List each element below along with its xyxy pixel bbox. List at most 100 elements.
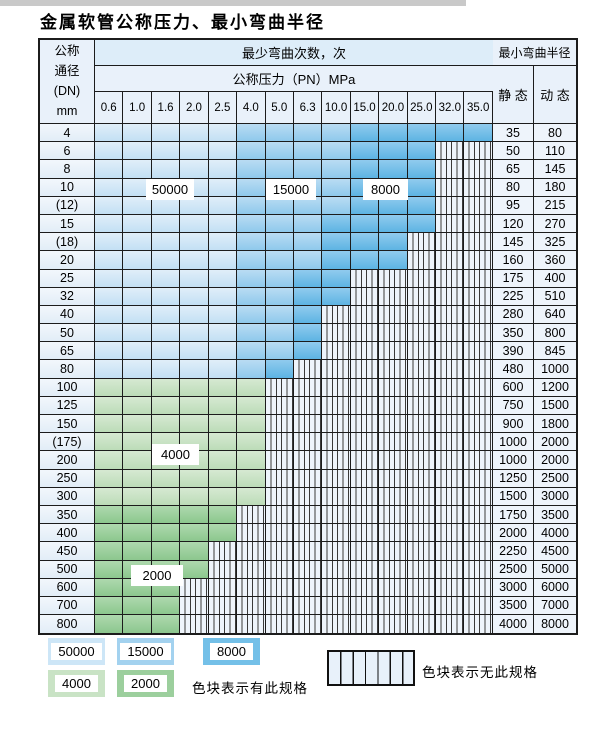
dn-cell: 200 [40,451,95,470]
spec-cell-2000 [151,596,181,616]
header-static-label: 静 态 [493,66,534,123]
dynamic-radius-cell: 145 [534,160,576,179]
spec-cell-no-spec [379,560,408,579]
spec-cell-no-spec [436,524,465,543]
spec-cell-8000 [379,124,408,143]
spec-cells [95,469,493,488]
spec-cell-4000 [95,415,124,434]
spec-cell-15000 [237,214,266,234]
static-radius-cell: 1750 [493,505,534,525]
spec-cell-2000 [151,542,181,561]
spec-cell-no-spec [464,560,493,579]
dynamic-radius-cell: 5000 [534,560,576,579]
spec-cell-8000 [293,269,323,288]
spec-cell-8000 [379,142,408,161]
spec-cell-no-spec [464,360,493,379]
spec-cell-no-spec [379,415,408,434]
static-radius-cell: 3500 [493,596,534,616]
spec-cell-no-spec [407,542,437,561]
spec-cell-no-spec [350,342,380,361]
header-dn: 公称 通径 (DN) mm [40,40,95,123]
spec-cell-no-spec [322,415,351,434]
spec-cell-2000 [151,524,181,543]
spec-cell-2000 [95,524,124,543]
spec-cell-4000 [123,487,152,506]
spec-cell-no-spec [322,505,351,525]
spec-cell-15000 [265,342,294,361]
spec-cell-15000 [237,196,266,215]
spec-cell-2000 [95,578,124,597]
spec-cell-50000 [208,251,238,270]
dn-cell: 40 [40,305,95,325]
spec-cell-no-spec [407,324,437,343]
spec-cell-no-spec [379,615,408,634]
spec-cell-8000 [350,233,380,252]
header-dynamic-label: 动 态 [540,88,570,103]
spec-cell-50000 [180,214,209,234]
spec-cell-8000 [350,214,380,234]
spec-cell-15000 [237,287,266,306]
spec-cell-no-spec [379,324,408,343]
spec-cell-50000 [123,305,152,325]
dn-cell: 800 [40,615,95,634]
table-row: 450 2250 4500 [40,542,576,561]
spec-cell-no-spec [293,396,323,415]
spec-cell-15000 [265,269,294,288]
spec-cell-15000 [322,160,351,179]
spec-cell-no-spec [464,505,493,525]
cycle-count-label: 2000 [131,565,183,586]
spec-cell-50000 [180,287,209,306]
spec-cell-no-spec [322,578,351,597]
spec-cell-2000 [151,615,181,634]
spec-cell-no-spec [293,615,323,634]
spec-cell-no-spec [407,287,437,306]
spec-cell-no-spec [293,378,323,397]
table-row: 400 2000 4000 [40,524,576,543]
header-dn-line: 公称 [54,44,80,58]
spec-cell-50000 [208,142,238,161]
dn-cell: 350 [40,505,95,525]
spec-cell-no-spec [293,451,323,470]
spec-cell-2000 [208,524,238,543]
spec-cell-4000 [237,396,266,415]
spec-cell-4000 [151,487,181,506]
spec-cell-no-spec [464,396,493,415]
spec-cell-no-spec [436,505,465,525]
spec-cell-15000 [237,342,266,361]
spec-cell-no-spec [407,596,437,616]
spec-cell-50000 [151,342,181,361]
spec-cell-8000 [322,214,351,234]
spec-cells [95,396,493,415]
spec-cells [95,142,493,161]
dn-cell: 450 [40,542,95,561]
spec-cell-4000 [95,378,124,397]
spec-cell-no-spec [464,578,493,597]
spec-cell-8000 [350,142,380,161]
spec-cells [95,233,493,252]
table-row: 250 1250 2500 [40,469,576,488]
spec-cell-no-spec [436,542,465,561]
header-cycles-section: 最少弯曲次数，次 公称压力（PN）MPa 0.6 1.0 1.6 2.0 2.5 4.0 5… [95,40,493,123]
pressure-tick-row: 0.6 1.0 1.6 2.0 2.5 4.0 5.0 6.3 10.0 15.0 20.0 25.0… [95,92,493,123]
table-row: 200 1000 2000 [40,451,576,470]
spec-cell-no-spec [350,305,380,325]
spec-cell-50000 [123,251,152,270]
spec-cell-no-spec [180,596,209,616]
spec-cell-15000 [265,124,294,143]
spec-cell-no-spec [265,542,294,561]
spec-cell-50000 [180,324,209,343]
spec-cell-50000 [208,324,238,343]
table-row: 150 900 1800 [40,415,576,434]
spec-cells [95,305,493,325]
spec-cell-4000 [208,487,238,506]
dynamic-radius-cell: 270 [534,214,576,234]
spec-cell-no-spec [265,578,294,597]
spec-cell-no-spec [350,524,380,543]
spec-cell-no-spec [293,542,323,561]
spec-cell-no-spec [237,505,266,525]
spec-cell-no-spec [436,487,465,506]
spec-cell-no-spec [350,596,380,616]
spec-cell-50000 [123,124,152,143]
spec-cell-no-spec [407,360,437,379]
